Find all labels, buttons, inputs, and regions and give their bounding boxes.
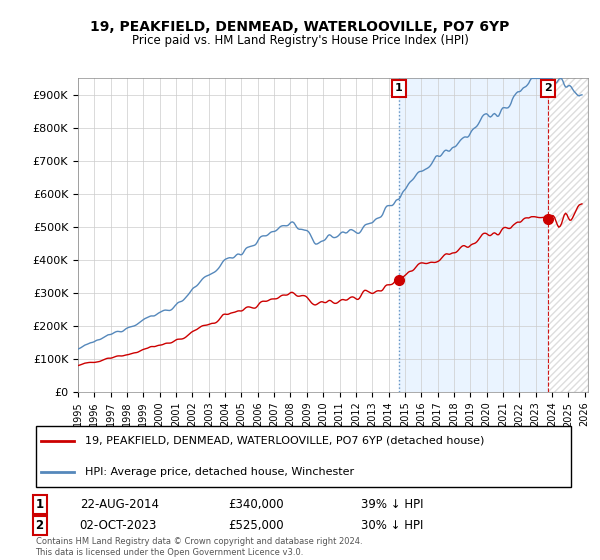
- Text: 19, PEAKFIELD, DENMEAD, WATERLOOVILLE, PO7 6YP: 19, PEAKFIELD, DENMEAD, WATERLOOVILLE, P…: [91, 20, 509, 34]
- Text: £340,000: £340,000: [229, 498, 284, 511]
- Text: HPI: Average price, detached house, Winchester: HPI: Average price, detached house, Winc…: [85, 467, 355, 477]
- Bar: [548, 78, 588, 392]
- Text: 39% ↓ HPI: 39% ↓ HPI: [361, 498, 424, 511]
- Text: Contains HM Land Registry data © Crown copyright and database right 2024.
This d: Contains HM Land Registry data © Crown c…: [35, 537, 362, 557]
- Text: 1: 1: [35, 498, 44, 511]
- Text: 2: 2: [35, 519, 44, 531]
- Text: 19, PEAKFIELD, DENMEAD, WATERLOOVILLE, PO7 6YP (detached house): 19, PEAKFIELD, DENMEAD, WATERLOOVILLE, P…: [85, 436, 485, 446]
- FancyBboxPatch shape: [35, 426, 571, 487]
- Text: 1: 1: [395, 83, 403, 94]
- Text: 02-OCT-2023: 02-OCT-2023: [80, 519, 157, 531]
- Text: £525,000: £525,000: [229, 519, 284, 531]
- Bar: [548, 78, 588, 392]
- Text: Price paid vs. HM Land Registry's House Price Index (HPI): Price paid vs. HM Land Registry's House …: [131, 34, 469, 46]
- Bar: [399, 78, 548, 392]
- Text: 2: 2: [544, 83, 552, 94]
- Text: 30% ↓ HPI: 30% ↓ HPI: [361, 519, 424, 531]
- Text: 22-AUG-2014: 22-AUG-2014: [80, 498, 158, 511]
